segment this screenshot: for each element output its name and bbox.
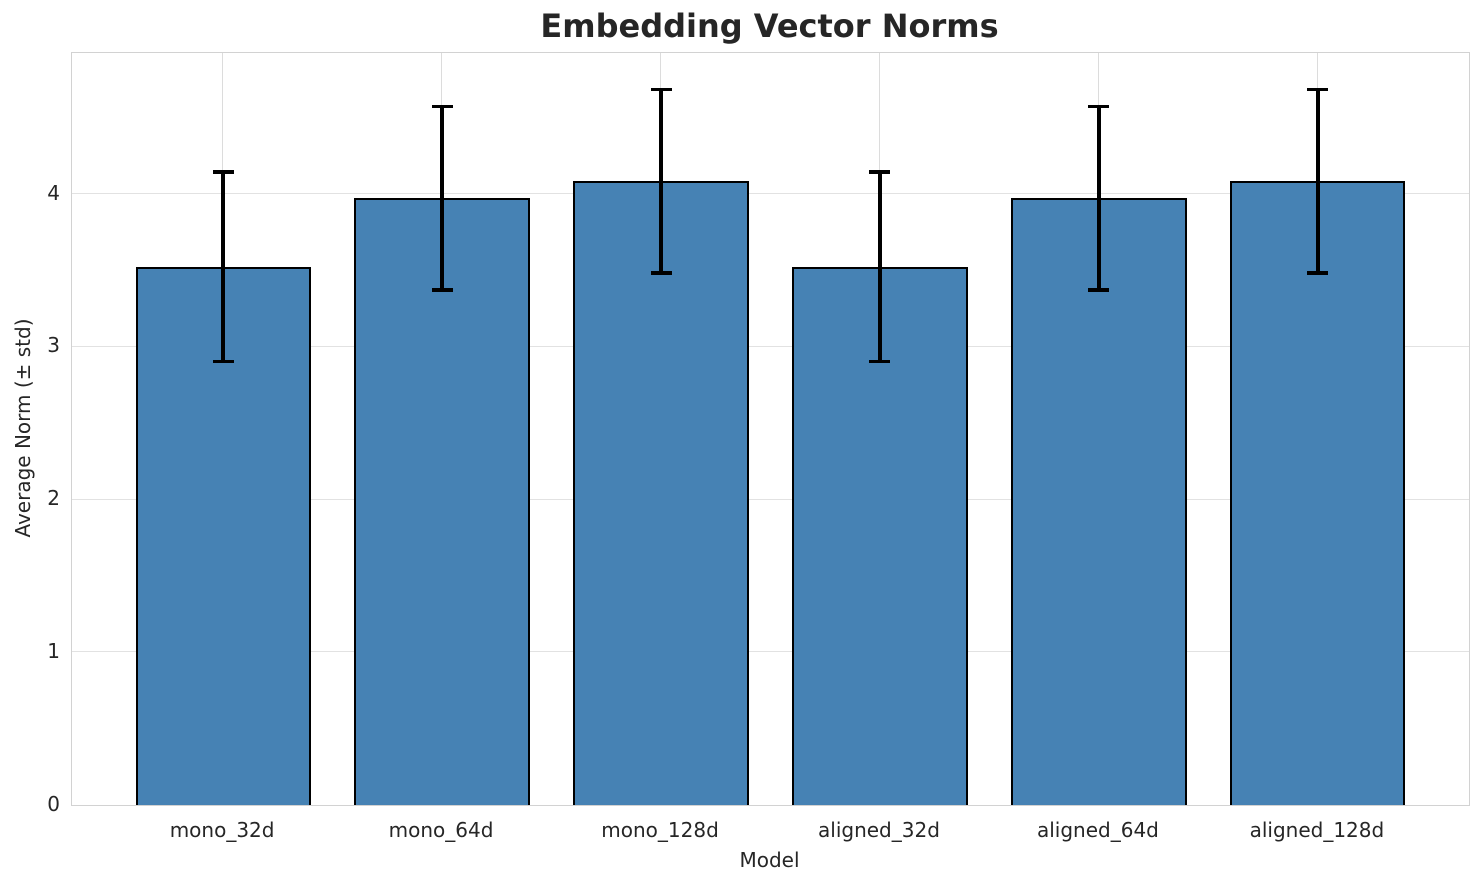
gridline-horizontal bbox=[72, 498, 1469, 500]
error-bar-cap bbox=[212, 359, 234, 364]
chart-title: Embedding Vector Norms bbox=[540, 7, 999, 45]
error-bar-cap bbox=[869, 170, 891, 174]
bar-aligned_64d bbox=[1011, 198, 1187, 805]
y-axis-label: Average Norm (± std) bbox=[11, 318, 35, 538]
x-tick-label-mono_128d: mono_128d bbox=[601, 818, 719, 842]
x-tick-label-aligned_128d: aligned_128d bbox=[1249, 818, 1385, 842]
error-bar-cap bbox=[1088, 288, 1110, 292]
x-tick-label-aligned_32d: aligned_32d bbox=[818, 818, 940, 842]
y-tick-label: 2 bbox=[47, 486, 60, 511]
error-bar-cap bbox=[212, 170, 234, 174]
error-bar-cap bbox=[650, 87, 672, 92]
x-tick-label-mono_64d: mono_64d bbox=[388, 818, 494, 842]
error-bar-cap bbox=[1088, 104, 1110, 109]
gridline-horizontal bbox=[72, 651, 1469, 653]
x-tick-label-aligned_64d: aligned_64d bbox=[1036, 818, 1159, 842]
error-bar-line bbox=[1316, 89, 1320, 274]
bar-mono_128d bbox=[573, 181, 749, 805]
x-axis-label: Model bbox=[739, 848, 800, 872]
error-bar-line bbox=[878, 172, 882, 362]
error-bar-line bbox=[659, 89, 663, 274]
bar-aligned_128d bbox=[1230, 181, 1406, 805]
error-bar-cap bbox=[431, 288, 453, 292]
y-tick-label: 1 bbox=[47, 639, 60, 664]
y-tick-label: 4 bbox=[47, 180, 60, 205]
bar-mono_64d bbox=[354, 198, 530, 805]
error-bar-line bbox=[221, 172, 225, 362]
error-bar-cap bbox=[650, 271, 672, 275]
gridline-horizontal bbox=[72, 192, 1469, 194]
error-bar-cap bbox=[1307, 271, 1329, 275]
plot-area bbox=[71, 52, 1470, 806]
error-bar-cap bbox=[1307, 87, 1329, 92]
x-tick-label-mono_32d: mono_32d bbox=[169, 818, 275, 842]
error-bar-cap bbox=[869, 359, 891, 364]
error-bar-line bbox=[440, 106, 444, 290]
error-bar-cap bbox=[431, 104, 453, 109]
y-tick-label: 3 bbox=[47, 333, 60, 358]
y-tick-label: 0 bbox=[47, 792, 60, 816]
error-bar-line bbox=[1097, 106, 1101, 290]
gridline-horizontal bbox=[72, 345, 1469, 347]
